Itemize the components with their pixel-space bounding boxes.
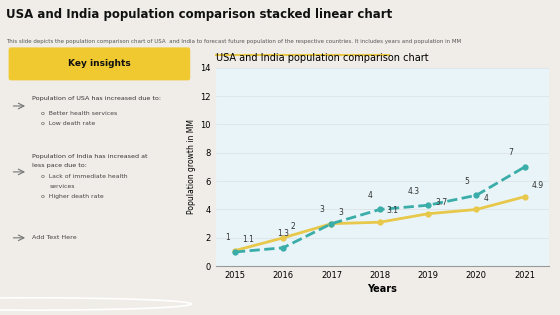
Text: 3: 3 bbox=[319, 205, 324, 214]
X-axis label: Years: Years bbox=[367, 284, 397, 294]
Text: 1.1: 1.1 bbox=[242, 235, 254, 243]
Text: 4.9: 4.9 bbox=[531, 181, 544, 190]
Text: 3.1: 3.1 bbox=[387, 206, 399, 215]
Text: Key insights: Key insights bbox=[68, 59, 131, 68]
Text: 4: 4 bbox=[367, 191, 372, 200]
Text: This slide depicts the population comparison chart of USA  and India to forecast: This slide depicts the population compar… bbox=[6, 39, 461, 44]
Text: 4: 4 bbox=[483, 193, 488, 203]
Text: USA and India population comparison chart: USA and India population comparison char… bbox=[216, 53, 428, 63]
Text: o  Low death rate: o Low death rate bbox=[41, 121, 96, 126]
Text: Add Text Here: Add Text Here bbox=[32, 235, 77, 240]
Text: 1.3: 1.3 bbox=[277, 229, 289, 238]
Text: 2: 2 bbox=[290, 222, 295, 231]
Y-axis label: Population growth in MM: Population growth in MM bbox=[187, 119, 196, 215]
Text: 3.7: 3.7 bbox=[435, 198, 447, 207]
Text: Population of India has increased at: Population of India has increased at bbox=[32, 153, 147, 158]
Text: 3: 3 bbox=[338, 208, 343, 217]
Text: o  Better health services: o Better health services bbox=[41, 111, 118, 116]
FancyBboxPatch shape bbox=[8, 47, 190, 80]
Text: 1: 1 bbox=[226, 233, 230, 242]
Text: o  Lack of immediate health: o Lack of immediate health bbox=[41, 174, 128, 179]
Text: services: services bbox=[49, 184, 74, 189]
Text: less pace due to:: less pace due to: bbox=[32, 163, 87, 168]
Text: o  Higher death rate: o Higher death rate bbox=[41, 194, 104, 199]
Text: 5: 5 bbox=[464, 177, 469, 186]
Text: USA and India population comparison stacked linear chart: USA and India population comparison stac… bbox=[6, 8, 392, 21]
Text: 7: 7 bbox=[508, 148, 513, 157]
Text: Population of USA has increased due to:: Population of USA has increased due to: bbox=[32, 96, 161, 101]
Text: 4.3: 4.3 bbox=[408, 186, 420, 196]
